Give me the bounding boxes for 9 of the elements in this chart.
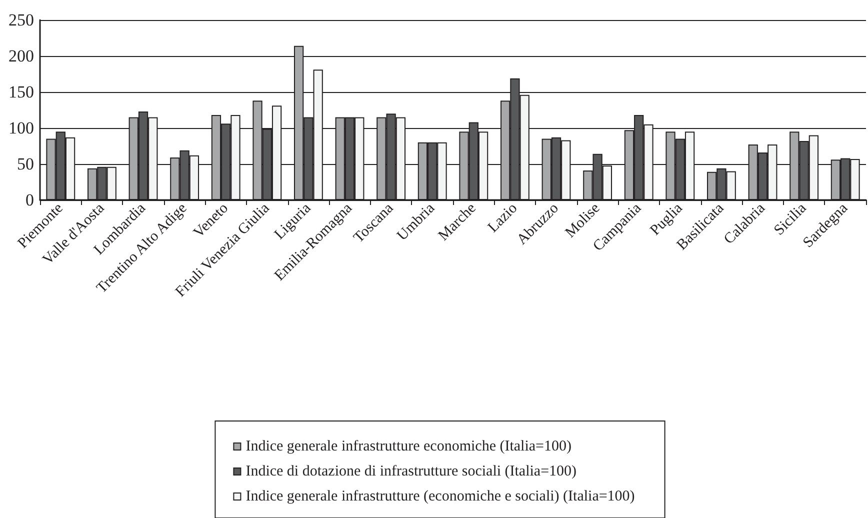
y-tick-label: 250 <box>8 10 34 30</box>
legend-label: Indice generale infrastrutture economiche (Italia=100) <box>246 438 572 454</box>
y-tick-label: 200 <box>8 46 34 66</box>
y-tick-label: 50 <box>17 154 34 174</box>
y-tick-label: 0 <box>26 190 34 210</box>
y-tick-label: 150 <box>8 82 34 102</box>
legend-label: Indice generale infrastrutture (economiche e sociali) (Italia=100) <box>246 488 635 504</box>
y-tick-label: 100 <box>8 118 34 138</box>
legend-label: Indice di dotazione di infrastrutture sociali (Italia=100) <box>246 464 577 480</box>
